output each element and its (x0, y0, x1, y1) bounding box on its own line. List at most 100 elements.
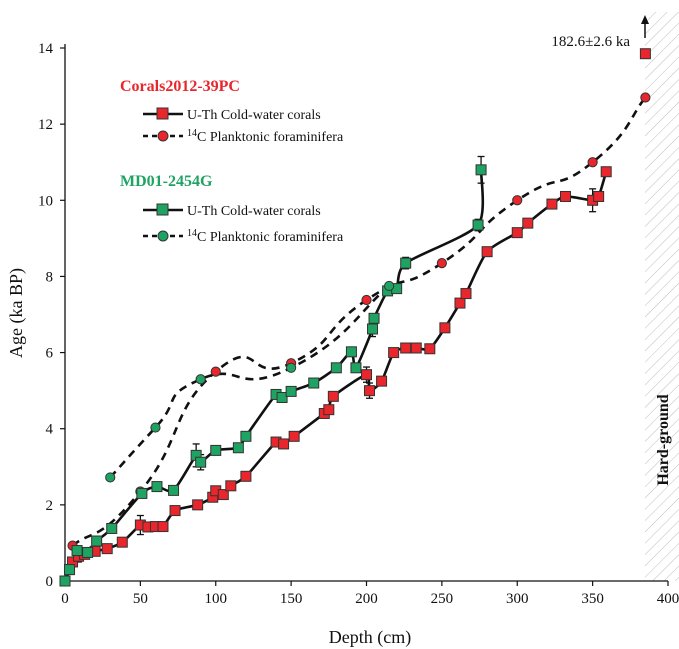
data-point-circle (210, 366, 221, 377)
y-tick-label: 2 (46, 498, 54, 514)
data-point-circle (105, 472, 116, 483)
data-point-square (169, 505, 181, 517)
legend-entry-label: 14C Planktonic foraminifera (187, 228, 344, 245)
data-point-square (439, 322, 451, 334)
data-point-square (400, 342, 412, 354)
hardground-label: Hard-ground (655, 394, 672, 485)
data-point-circle (286, 362, 297, 373)
data-point-square (559, 190, 571, 202)
data-point-square (82, 546, 94, 558)
data-point-square (511, 227, 523, 239)
x-tick-label: 150 (280, 591, 303, 607)
data-point-square (168, 484, 180, 496)
legend-entry-label: 14C Planktonic foraminifera (187, 128, 344, 145)
data-point-square (345, 346, 357, 358)
legend: Corals2012-39PC U-Th Cold-water corals 1… (120, 78, 344, 245)
y-tick-label: 6 (46, 346, 54, 362)
data-point-circle (150, 422, 161, 433)
legend-group-title-corals2012: Corals2012-39PC (120, 78, 240, 95)
series-line-2 (63, 169, 485, 582)
x-tick-label: 350 (581, 591, 604, 607)
legend-entry-label: U-Th Cold-water corals (187, 204, 321, 219)
data-point-square (192, 499, 204, 511)
data-point-square (136, 487, 148, 499)
points-layer (59, 48, 651, 587)
legend-entry-md01-14c: 14C Planktonic foraminifera (143, 228, 344, 245)
data-point-square (288, 430, 300, 442)
x-tick-label: 0 (61, 591, 69, 607)
data-point-square (71, 545, 83, 557)
up-arrow-icon (641, 15, 649, 38)
data-point-square (285, 385, 297, 397)
legend-group-title-md01: MD01-2454G (120, 173, 213, 190)
data-point-square (210, 444, 222, 456)
data-point-square (350, 362, 362, 374)
y-tick-label: 12 (38, 117, 53, 133)
data-point-circle (436, 258, 447, 269)
isotope-superscript: 14 (187, 128, 197, 139)
data-point-square (361, 369, 372, 381)
legend-entry-corals2012-uth: U-Th Cold-water corals (143, 107, 321, 123)
data-point-square (367, 323, 379, 335)
series-line-3 (109, 284, 390, 479)
data-point-square (59, 575, 71, 587)
data-point-circle (195, 374, 206, 385)
data-point-circle (512, 195, 523, 206)
legend-entry-corals2012-14c: 14C Planktonic foraminifera (143, 128, 344, 145)
x-tick-label: 50 (133, 591, 148, 607)
data-point-square (116, 536, 128, 548)
data-point-circle (640, 92, 651, 103)
legend-entry-text: Planktonic foraminifera (210, 230, 344, 245)
data-point-square (376, 375, 388, 387)
x-tick-label: 400 (657, 591, 679, 607)
y-axis-label: Age (ka BP) (6, 268, 27, 358)
data-point-circle (587, 157, 598, 168)
x-tick-label: 100 (205, 591, 228, 607)
data-point-square (364, 385, 376, 397)
data-point-square (195, 456, 207, 468)
data-point-square (593, 190, 605, 202)
series-line-1 (71, 96, 647, 547)
data-point-square (308, 377, 320, 389)
data-point-square (368, 312, 380, 324)
off-scale-age-label: 182.6±2.6 ka (551, 34, 630, 50)
data-point-square (600, 166, 612, 178)
x-tick-label: 300 (506, 591, 529, 607)
y-tick-label: 8 (46, 269, 54, 285)
data-point-square (323, 404, 335, 416)
data-point-square (91, 535, 103, 547)
legend-entry-label: U-Th Cold-water corals (187, 108, 321, 123)
axes: 0 50 100 150 200 250 300 350 400 0 2 4 6 8 10 12 14 (38, 41, 679, 607)
data-point-square (240, 430, 252, 442)
data-point-square (232, 442, 244, 454)
y-tick-label: 4 (46, 422, 54, 438)
legend-entry-md01-uth: U-Th Cold-water corals (143, 203, 321, 219)
data-point-square (546, 198, 558, 210)
data-point-square (454, 297, 466, 309)
y-tick-label: 10 (38, 193, 53, 209)
series-layer (63, 96, 647, 582)
data-point-circle (384, 280, 395, 292)
y-tick-label: 14 (38, 41, 54, 57)
isotope-superscript: 14 (187, 228, 197, 239)
data-point-square (278, 438, 290, 450)
data-point-square (240, 470, 252, 482)
data-point-square (460, 288, 472, 300)
data-point-square (64, 564, 76, 576)
x-axis-label: Depth (cm) (329, 627, 411, 648)
data-point-square (388, 347, 400, 359)
hardground-zone (645, 12, 679, 581)
data-point-square (330, 362, 342, 374)
data-point-square (400, 257, 412, 269)
off-scale-point (639, 48, 651, 60)
data-point-square (225, 480, 237, 492)
legend-entry-text: Planktonic foraminifera (210, 130, 344, 145)
data-point-square (472, 219, 484, 231)
data-point-square (157, 521, 169, 533)
x-tick-label: 250 (431, 591, 454, 607)
data-point-square (475, 164, 487, 176)
data-point-square (327, 390, 339, 402)
data-point-square (481, 246, 493, 258)
data-point-square (151, 481, 163, 493)
